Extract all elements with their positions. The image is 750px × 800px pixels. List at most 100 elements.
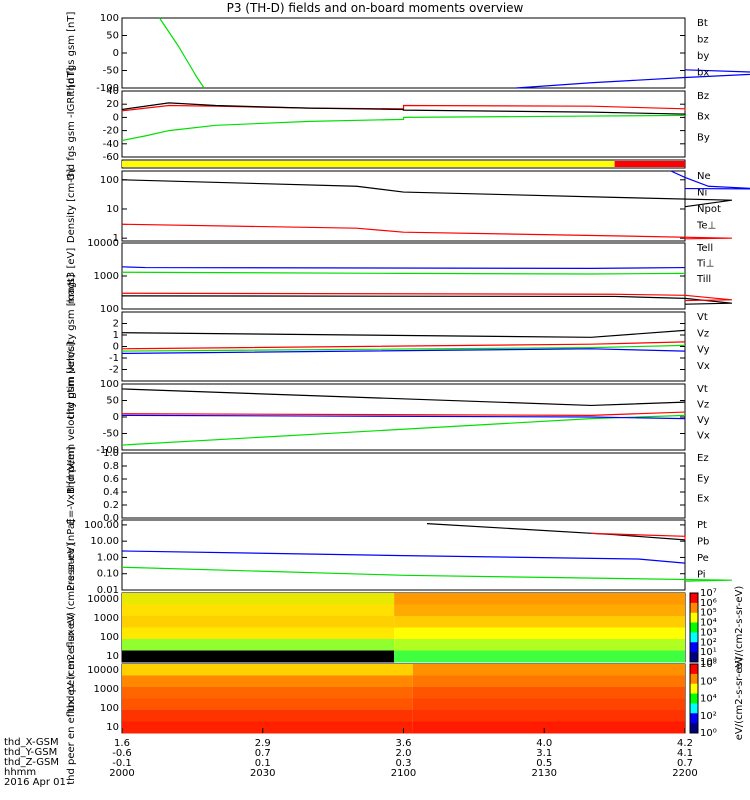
y-tick-label: 1000 — [94, 684, 119, 695]
y-tick-label: 10000 — [87, 594, 119, 605]
legend-entry: By — [697, 132, 710, 143]
y-tick-label: -60 — [103, 152, 119, 163]
colorbar-tick-label: 10⁸ — [700, 659, 717, 670]
y-tick-label: 50 — [106, 396, 119, 407]
page-title: P3 (TH-D) fields and on-board moments ov… — [226, 1, 524, 15]
colorbar-segment — [690, 673, 698, 685]
spectrogram-cell — [412, 710, 685, 722]
x-tick-label: 2130 — [532, 768, 557, 779]
colorbar-frame — [689, 663, 699, 734]
y-tick-label: 100 — [100, 175, 119, 186]
series-line — [121, 329, 686, 338]
footer-row-y: thd_Y-GSM — [4, 747, 58, 758]
x-tick-label: 3.1 — [536, 748, 552, 759]
panel-frame-0 — [121, 17, 686, 89]
y-tick-label: 10 — [106, 651, 119, 662]
y-tick-label: 50 — [106, 31, 119, 42]
series-line — [426, 523, 686, 541]
colorbar-segment — [690, 664, 698, 675]
colorbar-segment — [690, 622, 698, 633]
spectrogram-cell — [412, 675, 685, 688]
y-tick-label: 1000 — [94, 271, 119, 282]
footer-row-x: thd_X-GSM — [4, 737, 59, 748]
panel-frame-4 — [121, 242, 686, 310]
y-tick-label: 0.2 — [103, 500, 119, 511]
spectrogram-cell — [122, 627, 395, 640]
colorbar-segment — [690, 602, 698, 614]
series-line — [121, 102, 686, 116]
spectrogram-cell — [394, 593, 685, 605]
series-line — [121, 344, 686, 352]
spectrogram-cell — [122, 616, 395, 628]
series-line — [121, 388, 686, 407]
series-line — [121, 566, 732, 582]
legend-entry: Vt — [697, 384, 708, 395]
y-tick-label: 0 — [113, 412, 119, 423]
spectrogram-cell — [122, 687, 413, 699]
spectrogram-cell — [394, 639, 685, 651]
y-axis-label: Density [cm-3] — [66, 169, 77, 243]
legend-entry: Ni — [697, 188, 707, 199]
legend-entry: Vy — [697, 415, 710, 426]
x-tick-label: 0.7 — [677, 758, 693, 769]
legend-entry: Bz — [697, 91, 709, 102]
y-tick-label: 1000 — [94, 613, 119, 624]
y-tick-label: 0.8 — [103, 461, 119, 472]
orbit-footer: thd_X-GSM thd_Y-GSM thd_Z-GSM hhmm 2016 … — [4, 738, 124, 788]
mode-bar-segment — [122, 161, 615, 167]
x-tick-label: 0.7 — [255, 748, 271, 759]
series-line — [121, 104, 686, 112]
legend-entry: Till — [696, 274, 711, 285]
x-tick-label: 1.6 — [114, 738, 130, 749]
spectrogram-cell — [122, 639, 395, 651]
y-tick-label: -20 — [103, 126, 119, 137]
series-line — [121, 179, 732, 208]
x-tick-label: 2100 — [391, 768, 416, 779]
series-line — [121, 292, 732, 302]
legend-entry: Bt — [697, 18, 708, 29]
series-line — [121, 341, 686, 350]
footer-date: 2016 Apr 01 — [4, 777, 66, 788]
legend-entry: Tell — [696, 243, 713, 254]
x-tick-label: 2.0 — [396, 748, 412, 759]
y-axis-label: thd fgs gsm [nT] — [66, 12, 77, 95]
y-tick-label: 100 — [100, 13, 119, 24]
series-line — [121, 271, 686, 275]
y-tick-label: 0.0 — [103, 513, 119, 524]
y-tick-label: 40 — [106, 86, 119, 97]
legend-entry: Bx — [697, 112, 710, 123]
series-line — [591, 532, 686, 540]
x-tick-label: 2200 — [672, 768, 697, 779]
legend-entry: Ti⊥ — [696, 259, 714, 270]
panel-frame-7 — [121, 452, 686, 519]
series-line — [121, 414, 686, 420]
x-tick-label: 4.1 — [677, 748, 693, 759]
colorbar-segment — [690, 713, 698, 724]
y-tick-label: 1.00 — [97, 552, 119, 563]
colorbar-segment — [690, 693, 698, 704]
colorbar-tick-label: 10⁰ — [700, 657, 717, 668]
y-tick-label: 100 — [100, 632, 119, 643]
series-line — [159, 17, 205, 89]
spectrogram-cell — [122, 664, 413, 676]
panel-frame-1 — [121, 90, 686, 158]
y-axis-label: Pressure [nPa] — [66, 519, 77, 591]
colorbar-segment — [690, 612, 698, 624]
y-tick-label: 1 — [113, 233, 119, 244]
spectrogram-cell — [122, 604, 395, 617]
colorbar-segment — [690, 723, 698, 734]
panel-frame-3 — [121, 170, 686, 242]
series-line — [121, 550, 686, 564]
spectrogram-cell — [122, 710, 413, 722]
spectrogram-cell — [412, 664, 685, 676]
x-tick-label: -0.6 — [112, 748, 132, 759]
legend-entry: Ey — [697, 473, 709, 484]
y-axis-label: thd peer en eflux eV (cm2-s-sr-eV) — [66, 612, 77, 785]
spectrogram-cell — [394, 627, 685, 640]
y-tick-label: 2 — [113, 319, 119, 330]
mode-bar-segment — [614, 161, 685, 167]
y-tick-label: 1 — [113, 330, 119, 341]
legend-entry: Pt — [697, 520, 707, 531]
legend-entry: Pb — [697, 537, 709, 548]
